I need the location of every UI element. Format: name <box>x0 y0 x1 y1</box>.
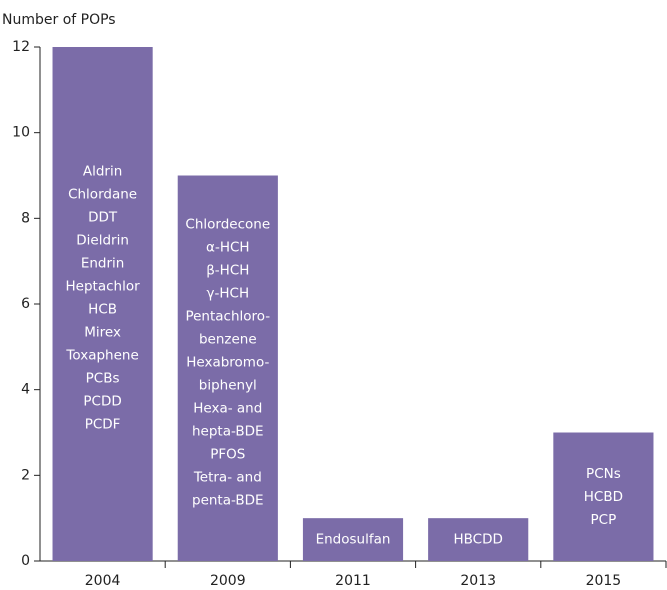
bar-label: Endrin <box>81 256 125 272</box>
bar <box>428 518 529 561</box>
bar-label: DDT <box>88 210 118 226</box>
bar-label: Tetra- and <box>193 469 262 485</box>
bar-label: biphenyl <box>199 377 257 393</box>
bar-label: PCP <box>591 512 617 528</box>
bar-label: HBCDD <box>453 532 502 548</box>
bar-label: Endosulfan <box>316 532 391 548</box>
bar <box>52 47 153 561</box>
bar-label: Hexabromo- <box>186 354 269 370</box>
bar-label: HCBD <box>584 489 623 505</box>
x-tick-label: 2011 <box>335 573 371 589</box>
y-tick-label: 2 <box>21 467 30 483</box>
y-tick-label: 8 <box>21 210 30 226</box>
bar <box>302 518 404 561</box>
bar <box>177 175 278 561</box>
y-tick-label: 12 <box>12 39 30 55</box>
bar-label: β-HCH <box>206 262 249 278</box>
bar-label: HCB <box>88 302 117 318</box>
y-axis-label: Number of POPs <box>2 12 116 28</box>
x-tick-label: 2004 <box>85 573 121 589</box>
bar-label: penta-BDE <box>192 492 264 508</box>
bar-label: Chlordecone <box>185 216 270 232</box>
y-tick-label: 4 <box>21 382 30 398</box>
bar-label: PCBs <box>86 371 120 387</box>
bar-label: hepta-BDE <box>192 423 264 439</box>
bar-label: Hexa- and <box>193 400 262 416</box>
y-tick-label: 10 <box>12 125 30 141</box>
bar-label: Aldrin <box>83 164 122 180</box>
bar-label: α-HCH <box>206 239 250 255</box>
x-tick-label: 2009 <box>210 573 246 589</box>
y-tick-label: 6 <box>21 296 30 312</box>
bar-label: Chlordane <box>68 187 137 203</box>
bar-label: PCDF <box>85 417 121 433</box>
x-tick-label: 2013 <box>460 573 496 589</box>
bar-label: PFOS <box>210 446 245 462</box>
bar-label: Toxaphene <box>65 348 138 364</box>
bar-label: PCNs <box>586 466 621 482</box>
bar-label: benzene <box>199 331 257 347</box>
y-tick-label: 0 <box>21 553 30 569</box>
x-tick-label: 2015 <box>586 573 622 589</box>
bar-label: PCDD <box>83 394 121 410</box>
bar-label: Mirex <box>84 325 121 341</box>
bar-label: γ-HCH <box>207 285 250 301</box>
bar <box>553 432 654 561</box>
bar-label: Heptachlor <box>66 279 141 295</box>
bar-label: Pentachloro- <box>185 308 270 324</box>
bar-label: Dieldrin <box>76 233 129 249</box>
